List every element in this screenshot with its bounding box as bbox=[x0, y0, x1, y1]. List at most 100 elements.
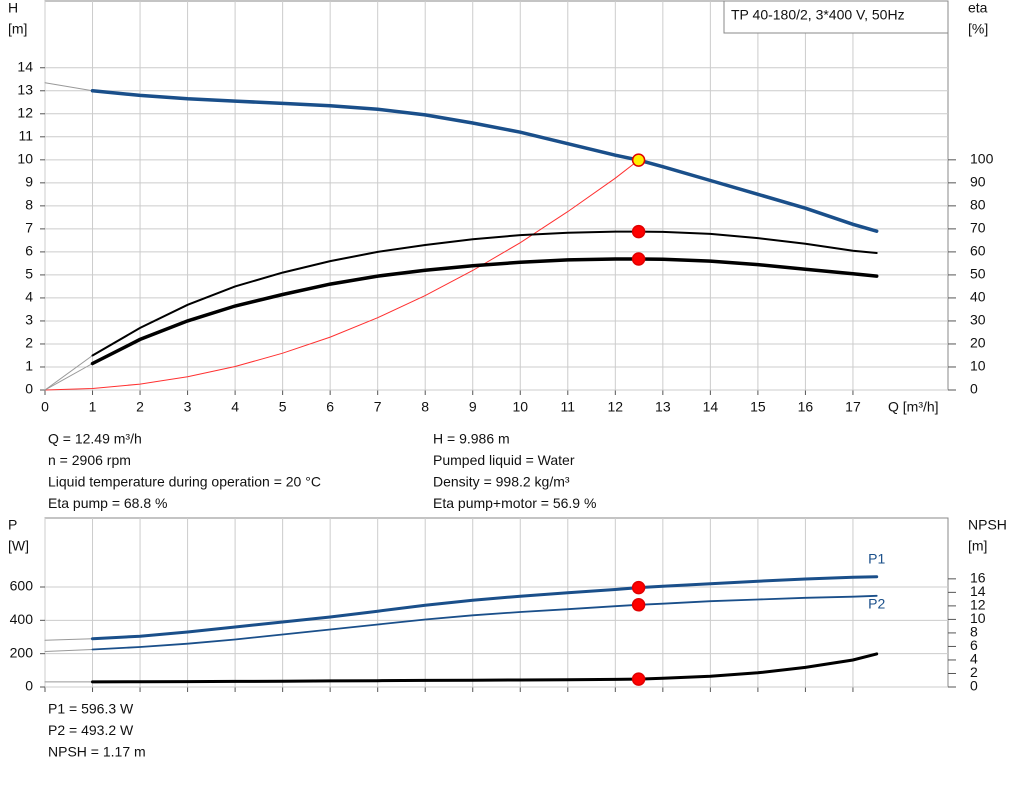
info-text: Liquid temperature during operation = 20… bbox=[48, 474, 321, 490]
y-tick-label: 0 bbox=[25, 678, 33, 694]
x-tick-label: 17 bbox=[845, 399, 861, 415]
info-text: P2 = 493.2 W bbox=[48, 722, 134, 738]
x-tick-label: 9 bbox=[469, 399, 477, 415]
x-tick-label: 16 bbox=[798, 399, 814, 415]
y-tick-label: 12 bbox=[17, 104, 33, 120]
y-tick-label: 400 bbox=[10, 611, 34, 627]
y-tick-label: 13 bbox=[17, 81, 33, 97]
x-tick-label: 5 bbox=[279, 399, 287, 415]
y2-tick-label: 70 bbox=[970, 220, 986, 236]
x-tick-label: 7 bbox=[374, 399, 382, 415]
y2-tick-label: 12 bbox=[970, 597, 986, 613]
operating-point bbox=[631, 153, 646, 167]
curve bbox=[44, 649, 93, 652]
y2-tick-label: 4 bbox=[970, 651, 978, 667]
operating-point bbox=[631, 580, 646, 595]
info-text: n = 2906 rpm bbox=[48, 452, 131, 468]
x-tick-label: 10 bbox=[512, 399, 528, 415]
y-tick-label: 11 bbox=[18, 128, 33, 144]
y2-tick-label: 40 bbox=[970, 289, 986, 305]
y-tick-label: 7 bbox=[25, 220, 33, 236]
operating-point bbox=[631, 224, 646, 239]
y2-tick-label: 10 bbox=[970, 358, 986, 374]
y2-tick-label: 10 bbox=[970, 610, 986, 626]
y-axis-label: H bbox=[8, 0, 18, 16]
y2-tick-label: 2 bbox=[970, 664, 978, 680]
curve bbox=[44, 82, 93, 92]
y2-tick-label: 0 bbox=[970, 381, 978, 397]
operating-point bbox=[631, 672, 646, 686]
y2-axis-label: eta bbox=[968, 0, 988, 16]
y-tick-label: 0 bbox=[25, 381, 33, 397]
y-tick-label: 6 bbox=[25, 243, 33, 259]
y2-tick-label: 16 bbox=[970, 570, 986, 586]
curve bbox=[44, 355, 93, 391]
info-text: Eta pump+motor = 56.9 % bbox=[433, 495, 596, 511]
plot-area bbox=[44, 0, 949, 391]
y2-tick-label: 8 bbox=[970, 624, 978, 640]
curve bbox=[91, 652, 879, 684]
y-axis-unit: [m] bbox=[8, 21, 27, 37]
y-tick-label: 5 bbox=[25, 266, 33, 282]
y2-tick-label: 0 bbox=[970, 678, 978, 694]
y-tick-label: 3 bbox=[25, 312, 33, 328]
curve bbox=[91, 230, 878, 357]
y2-tick-label: 50 bbox=[970, 266, 986, 282]
x-tick-label: 12 bbox=[608, 399, 624, 415]
y-tick-label: 1 bbox=[25, 358, 33, 374]
y2-tick-label: 60 bbox=[970, 243, 986, 259]
curve bbox=[44, 363, 93, 391]
info-text: Pumped liquid = Water bbox=[433, 452, 575, 468]
x-tick-label: 4 bbox=[231, 399, 239, 415]
x-tick-label: 14 bbox=[703, 399, 719, 415]
operating-point bbox=[631, 598, 646, 612]
x-tick-label: 6 bbox=[326, 399, 334, 415]
y2-tick-label: 20 bbox=[970, 335, 986, 351]
y-tick-label: 2 bbox=[25, 335, 33, 351]
y-tick-label: 9 bbox=[25, 174, 33, 190]
info-text: P1 = 596.3 W bbox=[48, 701, 134, 717]
y2-axis-unit: [m] bbox=[968, 538, 987, 554]
x-tick-label: 13 bbox=[655, 399, 671, 415]
title-box bbox=[723, 0, 949, 34]
x-tick-label: 0 bbox=[41, 399, 49, 415]
chart-title: TP 40-180/2, 3*400 V, 50Hz bbox=[731, 7, 905, 23]
x-tick-label: 15 bbox=[750, 399, 766, 415]
curve bbox=[91, 594, 878, 651]
curve bbox=[44, 159, 640, 391]
y-tick-label: 14 bbox=[17, 58, 33, 74]
y2-tick-label: 100 bbox=[970, 151, 994, 167]
y2-tick-label: 30 bbox=[970, 312, 986, 328]
y-tick-label: 4 bbox=[25, 289, 33, 305]
x-axis-label: Q [m³/h] bbox=[888, 399, 939, 415]
curve bbox=[90, 89, 879, 233]
y2-axis-unit: [%] bbox=[968, 21, 988, 37]
y-tick-label: 8 bbox=[25, 197, 33, 213]
info-text: Density = 998.2 kg/m³ bbox=[433, 474, 570, 490]
x-tick-label: 3 bbox=[184, 399, 192, 415]
annotation: P1 bbox=[868, 551, 885, 567]
x-tick-label: 8 bbox=[421, 399, 429, 415]
x-tick-label: 2 bbox=[136, 399, 144, 415]
y2-axis-label: NPSH bbox=[968, 517, 1007, 533]
y-tick-label: 600 bbox=[10, 578, 34, 594]
info-text: Eta pump = 68.8 % bbox=[48, 495, 167, 511]
curve bbox=[44, 638, 93, 641]
plot-area bbox=[44, 517, 949, 688]
x-tick-label: 11 bbox=[561, 399, 576, 415]
operating-point bbox=[631, 252, 646, 266]
y2-tick-label: 14 bbox=[970, 583, 986, 599]
y2-tick-label: 80 bbox=[970, 197, 986, 213]
y-axis-unit: [W] bbox=[8, 538, 29, 554]
curve bbox=[90, 257, 879, 366]
y-tick-label: 200 bbox=[10, 644, 34, 660]
curve bbox=[91, 575, 879, 641]
x-tick-label: 1 bbox=[89, 399, 97, 415]
annotation: P2 bbox=[868, 596, 885, 612]
y2-tick-label: 90 bbox=[970, 174, 986, 190]
y-tick-label: 10 bbox=[17, 151, 33, 167]
info-text: H = 9.986 m bbox=[433, 431, 510, 447]
info-text: NPSH = 1.17 m bbox=[48, 744, 146, 760]
info-text: Q = 12.49 m³/h bbox=[48, 431, 142, 447]
